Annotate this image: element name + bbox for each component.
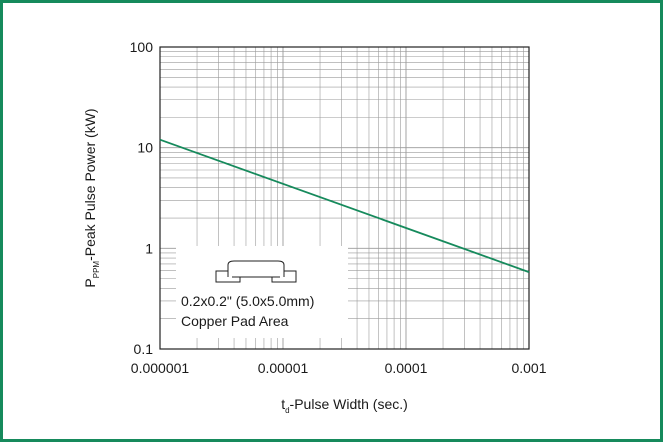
plot-area-border bbox=[159, 46, 530, 350]
y-tick-label: 100 bbox=[130, 39, 154, 55]
y-axis-label-sub: PPM bbox=[92, 261, 101, 279]
annotation-line-2: Copper Pad Area bbox=[181, 313, 289, 329]
series-group bbox=[159, 138, 530, 273]
y-axis-label-rest: -Peak Pulse Power (kW) bbox=[82, 108, 98, 260]
x-tick-label: 0.001 bbox=[511, 360, 546, 376]
y-tick-labels: 0.1 1 10 100 bbox=[130, 39, 154, 357]
x-axis-label-rest: -Pulse Width (sec.) bbox=[290, 396, 408, 412]
y-axis-label: PPPM-Peak Pulse Power (kW) bbox=[82, 108, 101, 287]
x-tick-label: 0.000001 bbox=[131, 360, 190, 376]
y-tick-label: 0.1 bbox=[134, 341, 154, 357]
annotation-line-1: 0.2x0.2" (5.0x5.0mm) bbox=[181, 293, 314, 309]
grid-lines bbox=[159, 47, 529, 350]
x-tick-label: 0.00001 bbox=[258, 360, 309, 376]
inset-annotation: 0.2x0.2" (5.0x5.0mm) Copper Pad Area bbox=[176, 246, 348, 338]
x-axis-label: td-Pulse Width (sec.) bbox=[281, 396, 408, 415]
series-line bbox=[159, 138, 530, 273]
y-tick-label: 10 bbox=[137, 140, 153, 156]
x-tick-labels: 0.000001 0.00001 0.0001 0.001 bbox=[131, 360, 547, 376]
copper-pad-icon bbox=[215, 260, 297, 283]
x-axis-label-sub: d bbox=[285, 406, 289, 415]
x-axis-label-main: t bbox=[281, 396, 285, 412]
x-tick-label: 0.0001 bbox=[385, 360, 428, 376]
y-axis-label-main: P bbox=[82, 278, 98, 287]
y-tick-label: 1 bbox=[145, 240, 153, 256]
chart: 0.2x0.2" (5.0x5.0mm) Copper Pad Area 0.0… bbox=[82, 39, 547, 415]
